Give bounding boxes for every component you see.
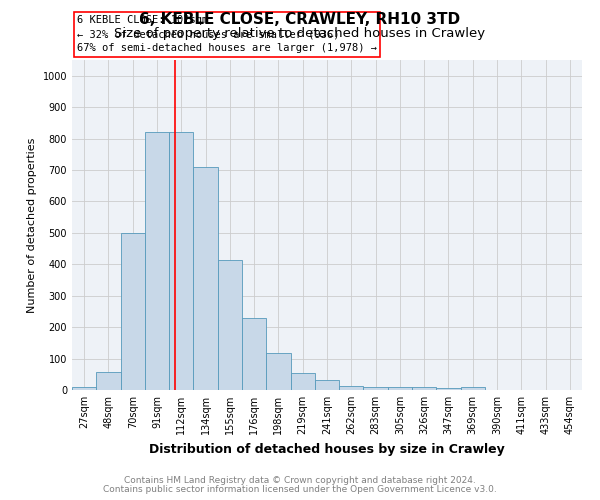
Text: 6, KEBLE CLOSE, CRAWLEY, RH10 3TD: 6, KEBLE CLOSE, CRAWLEY, RH10 3TD <box>139 12 461 28</box>
Bar <box>388 387 412 390</box>
Bar <box>121 233 145 390</box>
Bar <box>96 372 121 390</box>
Bar <box>72 388 96 390</box>
X-axis label: Distribution of detached houses by size in Crawley: Distribution of detached houses by size … <box>149 442 505 456</box>
Bar <box>266 353 290 390</box>
Text: 6 KEBLE CLOSE: 102sqm
← 32% of detached houses are smaller (936)
67% of semi-det: 6 KEBLE CLOSE: 102sqm ← 32% of detached … <box>77 16 377 54</box>
Bar <box>169 132 193 390</box>
Bar <box>461 388 485 390</box>
Bar <box>364 387 388 390</box>
Text: Contains HM Land Registry data © Crown copyright and database right 2024.: Contains HM Land Registry data © Crown c… <box>124 476 476 485</box>
Bar <box>339 386 364 390</box>
Bar <box>193 167 218 390</box>
Bar <box>315 380 339 390</box>
Bar <box>242 318 266 390</box>
Bar <box>290 372 315 390</box>
Bar <box>145 132 169 390</box>
Bar <box>436 388 461 390</box>
Text: Size of property relative to detached houses in Crawley: Size of property relative to detached ho… <box>115 28 485 40</box>
Text: Contains public sector information licensed under the Open Government Licence v3: Contains public sector information licen… <box>103 485 497 494</box>
Y-axis label: Number of detached properties: Number of detached properties <box>27 138 37 312</box>
Bar <box>412 388 436 390</box>
Bar <box>218 260 242 390</box>
